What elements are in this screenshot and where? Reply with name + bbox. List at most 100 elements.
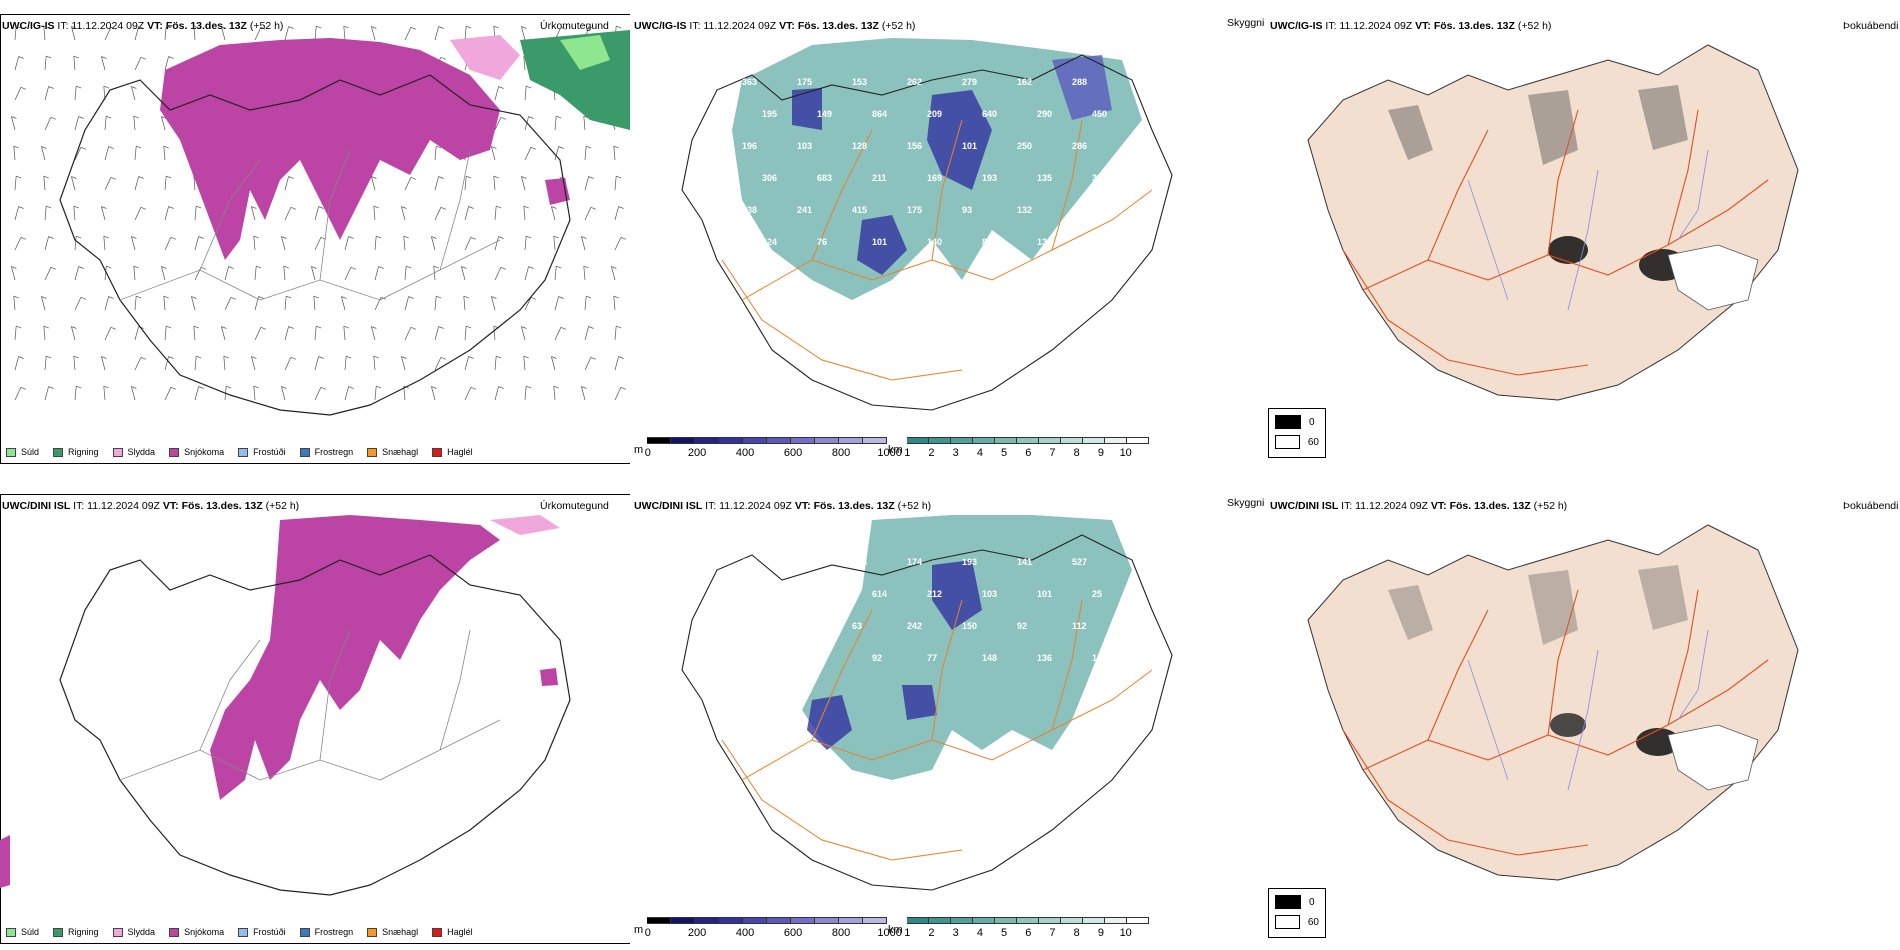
colorbar-tick: 9 bbox=[1097, 447, 1104, 459]
fog-map bbox=[1307, 524, 1799, 881]
panel-header: UWC/IG-IS IT: 11.12.2024 09Z VT: Fös. 13… bbox=[2, 20, 283, 32]
fog-dark-spot bbox=[1548, 236, 1588, 264]
cloud-base-value: 124 bbox=[762, 237, 777, 247]
panel-title: Þokuábendi bbox=[1843, 20, 1899, 32]
valid-time-label: VT: bbox=[1415, 20, 1431, 32]
colorbar-segment bbox=[950, 917, 973, 924]
init-time: IT: 11.12.2024 09Z bbox=[73, 500, 160, 512]
valid-time: Fös. 13.des. 13Z bbox=[813, 500, 895, 512]
panel-title: Úrkomutegund bbox=[540, 500, 609, 512]
cloud-base-value: 317 bbox=[817, 589, 832, 599]
cloud-base-value: 101 bbox=[872, 237, 887, 247]
model-name: UWC/DINI ISL bbox=[2, 500, 71, 512]
fog-map bbox=[1307, 44, 1799, 401]
valid-time: Fös. 13.des. 13Z bbox=[165, 20, 247, 32]
colorbar-tick: 6 bbox=[1025, 447, 1032, 459]
snow-area bbox=[210, 515, 500, 800]
colorbar-unit: km bbox=[888, 924, 903, 936]
visibility-colorbar: km 1 2 3 4 5 6 7 8 9 10 bbox=[888, 917, 1149, 939]
valid-time: Fös. 13.des. 13Z bbox=[181, 500, 263, 512]
cloud-base-value: 174 bbox=[907, 557, 922, 567]
legend-item: Haglél bbox=[432, 447, 473, 457]
init-time: IT: 11.12.2024 09Z bbox=[1341, 500, 1428, 512]
fog-legend-row: 60 bbox=[1275, 915, 1319, 929]
cloud-base-value: 93 bbox=[962, 205, 972, 215]
legend-label: Snjókoma bbox=[184, 447, 225, 457]
colorbar-segment bbox=[1060, 437, 1083, 444]
fog-legend-swatch bbox=[1275, 915, 1300, 929]
low-cloud-area bbox=[857, 215, 907, 275]
land-fill bbox=[1307, 524, 1799, 881]
legend-swatch bbox=[169, 927, 180, 937]
colorbar-segment bbox=[839, 437, 864, 444]
model-name: UWC/IG-IS bbox=[2, 20, 55, 32]
colorbar-segment bbox=[743, 917, 768, 924]
legend-item: Slydda bbox=[112, 927, 155, 937]
colorbar-segment bbox=[647, 917, 672, 924]
cloud-base-labels: 173 164 143 174 193 141 527 235 317 614 212 103 101 2… bbox=[742, 557, 1107, 695]
cloud-base-value: 162 bbox=[1017, 77, 1032, 87]
colorbar-segment bbox=[1060, 917, 1083, 924]
lead-time: (+52 h) bbox=[249, 20, 284, 32]
legend-label: Súld bbox=[21, 447, 40, 457]
colorbar-tick: 400 bbox=[735, 927, 755, 939]
iceland-outline bbox=[59, 554, 571, 896]
legend-label: Slydda bbox=[127, 447, 156, 457]
legend-item: Frostregn bbox=[299, 927, 353, 937]
cloud-base-value: 135 bbox=[1037, 173, 1052, 183]
colorbar-tick: 7 bbox=[1049, 927, 1056, 939]
legend-item: Súld bbox=[6, 927, 39, 937]
cloud-base-value: 193 bbox=[962, 557, 977, 567]
legend-item: Frostúði bbox=[238, 447, 286, 457]
cloud-base-map: 173 164 143 174 193 141 527 235 317 614 212 103 101 2… bbox=[681, 515, 1173, 891]
legend-swatch bbox=[112, 927, 123, 937]
colorbar-tick: 0 bbox=[644, 447, 651, 459]
legend-item: Snjókoma bbox=[169, 447, 224, 457]
legend-item: Súld bbox=[6, 447, 39, 457]
cloud-base-value: 212 bbox=[927, 589, 942, 599]
colorbar-segment bbox=[972, 917, 995, 924]
legend-item: Frostregn bbox=[299, 447, 353, 457]
colorbar-tick: 0 bbox=[644, 927, 651, 939]
colorbar-segment bbox=[815, 917, 840, 924]
legend-swatch bbox=[6, 447, 16, 457]
iceland-outline bbox=[681, 54, 1173, 411]
cloud-base-panel-row1: UWC/IG-IS IT: 11.12.2024 09Z VT: Fös. 13… bbox=[632, 0, 1272, 465]
colorbar-segment bbox=[1126, 917, 1149, 924]
valid-time-label: VT: bbox=[794, 500, 811, 512]
colorbar-tick: 6 bbox=[1025, 927, 1032, 939]
low-cloud-area bbox=[807, 695, 852, 750]
colorbar-unit: m bbox=[634, 444, 644, 456]
legend-label: Frostúði bbox=[253, 447, 286, 457]
cloud-base-value: 132 bbox=[1017, 205, 1032, 215]
colorbar-tick: 10 bbox=[1119, 447, 1132, 459]
lead-time: (+52 h) bbox=[1533, 500, 1568, 512]
legend-swatch bbox=[432, 927, 443, 937]
snow-spot bbox=[540, 668, 558, 686]
colorbar-segment bbox=[1016, 437, 1039, 444]
colorbar-tick: 200 bbox=[687, 447, 707, 459]
cloud-base-labels: 363 175 153 262 279 162 288 195 149 864 209 640 290 4… bbox=[742, 77, 1107, 247]
cloud-base-value: 169 bbox=[927, 173, 942, 183]
cloud-base-value: 286 bbox=[1072, 141, 1087, 151]
colorbar-tick: 8 bbox=[1073, 927, 1080, 939]
legend-swatch bbox=[53, 447, 64, 457]
panel-title: Þokuábendi bbox=[1843, 500, 1899, 512]
glacier-white bbox=[1667, 724, 1759, 791]
legend-label: Snæhagl bbox=[382, 927, 419, 937]
fog-legend: 0 60 bbox=[1268, 408, 1326, 458]
cloud-base-value: 173 bbox=[742, 557, 757, 567]
cloud-base-colorbar: m 0 200 400 600 800 1000 bbox=[634, 437, 902, 459]
colorbar-tick: 5 bbox=[1001, 447, 1008, 459]
colorbar-tick: 800 bbox=[831, 447, 851, 459]
fog-legend-row: 0 bbox=[1275, 895, 1319, 909]
colorbar-tick: 10 bbox=[1119, 927, 1132, 939]
fog-shading bbox=[1388, 85, 1688, 165]
colorbar-unit: m bbox=[634, 924, 644, 936]
legend-label: Rigning bbox=[68, 447, 99, 457]
legend-label: Snjókoma bbox=[184, 927, 225, 937]
colorbar-tick: 4 bbox=[976, 927, 983, 939]
cloud-base-value: 156 bbox=[907, 141, 922, 151]
init-time: IT: 11.12.2024 09Z bbox=[1325, 20, 1413, 32]
cloud-base-value: 288 bbox=[1072, 77, 1087, 87]
